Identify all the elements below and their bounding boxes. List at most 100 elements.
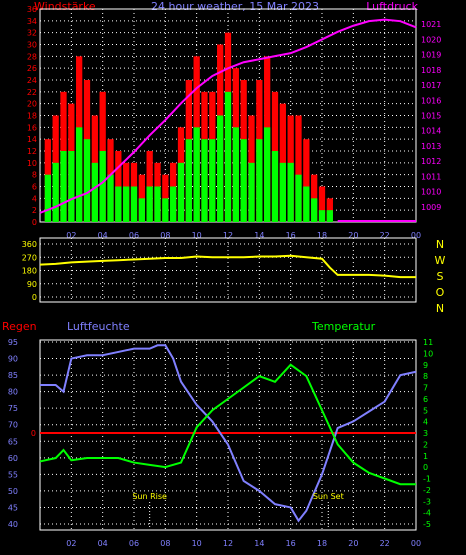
humidity-tick-label: 85 xyxy=(8,371,18,380)
hour-label: 04 xyxy=(98,231,108,240)
temperature-line xyxy=(39,363,416,486)
direction-letter: N xyxy=(436,302,444,315)
temperature-tick-label: 1 xyxy=(423,452,428,461)
direction-tick-label: 0 xyxy=(32,293,37,302)
humidity-tick-label: 60 xyxy=(8,454,18,463)
wind-avg-bar xyxy=(217,115,224,222)
hour-label: 18 xyxy=(317,231,327,240)
pressure-tick-label: 1009 xyxy=(421,203,441,212)
temperature-tick-label: 6 xyxy=(423,395,428,404)
temperature-tick-label: 11 xyxy=(423,338,433,347)
direction-tick-label: 360 xyxy=(22,240,37,249)
wind-avg-bar xyxy=(170,186,177,222)
rain-tick-label: 0 xyxy=(31,429,36,438)
humidity-tick-label: 65 xyxy=(8,437,18,446)
wind-avg-bar xyxy=(279,162,286,222)
pressure-tick-label: 1018 xyxy=(421,66,441,75)
pressure-tick-label: 1012 xyxy=(421,157,441,166)
wind-avg-bar xyxy=(271,151,279,222)
wind-tick-label: 14 xyxy=(27,135,37,144)
pressure-tick-label: 1010 xyxy=(421,188,441,197)
hour-label: 00 xyxy=(411,231,421,240)
wind-avg-bar xyxy=(52,162,59,222)
wind-avg-bar xyxy=(326,210,333,222)
hour-label: 10 xyxy=(192,231,202,240)
direction-letter: W xyxy=(435,254,446,267)
wind-avg-bar xyxy=(240,139,247,222)
wind-max-bar xyxy=(295,115,302,222)
wind-avg-bar xyxy=(146,186,153,222)
temperature-label: Temperatur xyxy=(311,320,376,333)
pressure-tick-label: 1013 xyxy=(421,142,441,151)
wind-avg-bar xyxy=(248,162,255,222)
wind-avg-bar xyxy=(264,127,271,222)
humidity-label: Luftfeuchte xyxy=(67,320,130,333)
humidity-tick-label: 40 xyxy=(8,520,18,529)
wind-avg-bar xyxy=(177,162,185,222)
wind-avg-bar xyxy=(123,186,130,222)
wind-hour-labels: 02 04 06 08 10 12 14 16 18 20 22 00 xyxy=(66,231,421,240)
hour-label: 22 xyxy=(380,231,390,240)
hour-label: 06 xyxy=(129,231,139,240)
hour-label: 16 xyxy=(286,539,296,548)
pressure-tick-label: 1021 xyxy=(421,20,441,29)
wind-avg-bar xyxy=(154,186,161,222)
wind-tick-label: 4 xyxy=(32,194,37,203)
sun-label: Sun Set xyxy=(313,492,344,501)
hour-label: 08 xyxy=(160,539,170,548)
hour-label: 18 xyxy=(317,539,327,548)
wind-avg-bar xyxy=(224,91,232,222)
wind-tick-label: 28 xyxy=(27,52,37,61)
hour-label: 02 xyxy=(66,231,76,240)
direction-letter: O xyxy=(436,286,445,299)
wind-tick-label: 6 xyxy=(32,183,37,192)
hour-label: 14 xyxy=(254,539,264,548)
wind-avg-bars xyxy=(44,91,333,222)
temperature-tick-label: -3 xyxy=(423,497,431,506)
pressure-tick-label: 1011 xyxy=(421,172,441,181)
direction-line xyxy=(39,254,416,279)
direction-letter: S xyxy=(437,270,444,283)
wind-avg-bar xyxy=(68,151,75,222)
direction-axis-ticks: 0 90 180 270 360 xyxy=(22,240,37,302)
humidity-line xyxy=(40,344,417,523)
wind-tick-label: 36 xyxy=(27,5,37,14)
chart-title: 24 hour weather, 15 Mar 2023 xyxy=(151,0,319,13)
wind-avg-bar xyxy=(295,174,302,222)
humidity-tick-label: 95 xyxy=(8,338,18,347)
wind-tick-label: 22 xyxy=(27,88,37,97)
hour-label: 20 xyxy=(348,539,358,548)
wind-tick-label: 0 xyxy=(32,218,37,227)
wind-avg-bar xyxy=(318,210,326,222)
humidity-tick-label: 55 xyxy=(8,470,18,479)
wind-tick-label: 10 xyxy=(27,159,37,168)
wind-max-bar xyxy=(303,139,310,222)
hour-label: 12 xyxy=(223,539,233,548)
temperature-tick-label: 7 xyxy=(423,384,428,393)
wind-avg-bar xyxy=(76,127,83,222)
pressure-tick-label: 1019 xyxy=(421,51,441,60)
wind-avg-bar xyxy=(193,127,200,222)
humidity-tick-label: 50 xyxy=(8,487,18,496)
temperature-tick-label: 4 xyxy=(423,418,428,427)
temperature-tick-label: 3 xyxy=(423,429,428,438)
hour-label: 00 xyxy=(411,539,421,548)
temperature-tick-label: 0 xyxy=(423,463,428,472)
direction-tick-label: 180 xyxy=(22,267,37,276)
humidity-tick-label: 75 xyxy=(8,404,18,413)
humidity-axis-ticks: 40 45 50 55 60 65 70 75 80 85 90 95 xyxy=(8,338,18,529)
wind-avg-bar xyxy=(115,186,122,222)
temperature-axis-ticks: -5 -4 -3 -2 -1 0 1 2 3 4 5 6 7 8 9 10 11 xyxy=(423,338,433,529)
sun-label: Sun Rise xyxy=(132,492,167,501)
rain-axis-ticks: 0 xyxy=(31,429,36,438)
pressure-tick-label: 1017 xyxy=(421,81,441,90)
wind-avg-bar xyxy=(232,127,239,222)
wind-avg-bar xyxy=(287,162,294,222)
wind-title: Windstärke xyxy=(34,0,96,13)
temperature-tick-label: -4 xyxy=(423,509,431,518)
wind-tick-label: 20 xyxy=(27,100,37,109)
wind-avg-bar xyxy=(311,198,318,222)
sun-annotations: Sun Rise Sun Set xyxy=(132,492,344,528)
